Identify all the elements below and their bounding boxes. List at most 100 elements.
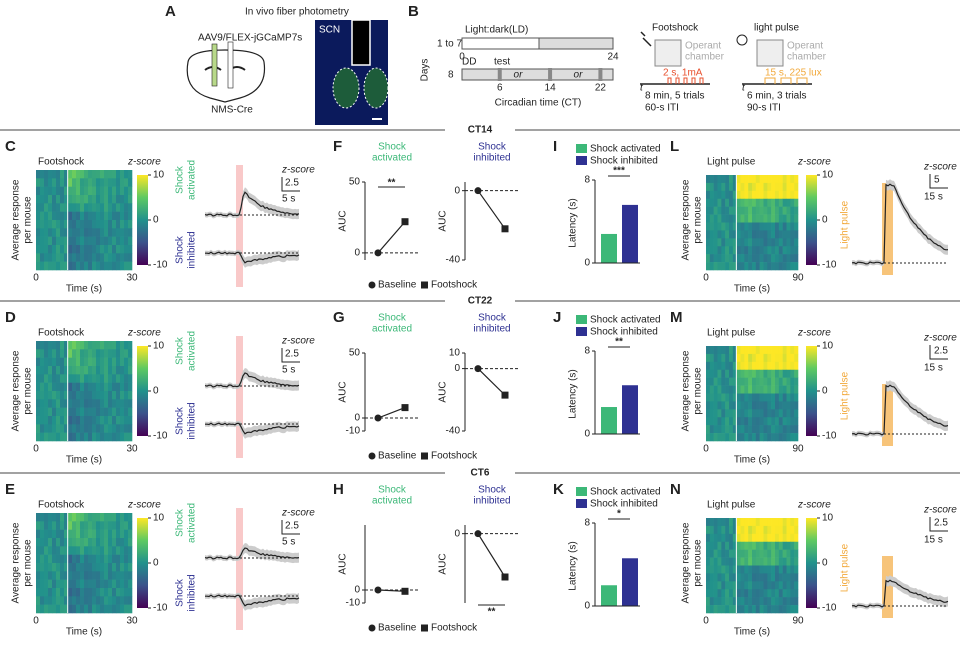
heatmap-cell	[100, 399, 105, 408]
heatmap-cell	[725, 541, 730, 550]
heatmap-cell	[713, 262, 718, 271]
heatmap-cell	[775, 409, 780, 418]
heatmap-cell	[782, 238, 787, 247]
y-tick-label: 0	[454, 528, 460, 539]
colorbar-label: z-score	[127, 157, 161, 168]
heatmap-title: Footshock	[38, 157, 85, 168]
heatmap-cell	[96, 538, 101, 547]
heatmap-cell	[729, 409, 734, 418]
heatmap-cell	[52, 521, 57, 530]
heatmap-cell	[778, 238, 783, 247]
heatmap-cell	[706, 214, 711, 223]
heatmap-cell	[40, 416, 45, 425]
heatmap-cell	[717, 361, 722, 371]
heatmap-cell	[755, 369, 760, 378]
heatmap-cell	[80, 349, 85, 358]
heatmap-cell	[721, 565, 726, 574]
heatmap-cell	[108, 604, 113, 614]
heatmap-cell	[44, 407, 49, 417]
heatmap-cell	[778, 190, 783, 200]
heatmap-title: Footshock	[38, 328, 85, 339]
heatmap-cell	[72, 228, 77, 237]
heatmap-cell	[744, 597, 749, 606]
heatmap-cell	[732, 549, 737, 558]
heatmap-cell	[128, 253, 133, 262]
column-header: activated	[372, 496, 412, 507]
heatmap-cell	[732, 346, 737, 355]
heatmap-cell	[786, 206, 791, 215]
scale-label: 5 s	[282, 194, 295, 205]
heatmap-cell	[72, 349, 77, 358]
heatmap-cell	[767, 222, 772, 231]
heatmap-cell	[759, 565, 764, 574]
heatmap-cell	[112, 341, 117, 350]
heatmap-cell	[128, 538, 133, 547]
heatmap-cell	[725, 417, 730, 426]
heatmap-cell	[775, 393, 780, 402]
heatmap-cell	[36, 538, 41, 547]
heatmap-cell	[763, 393, 768, 402]
heatmap-cell	[740, 353, 745, 363]
heatmap-cell	[88, 588, 93, 597]
iti-label: 90-s ITI	[747, 103, 781, 114]
footshock-point	[401, 218, 409, 226]
heatmap-cell	[116, 432, 121, 442]
heatmap-cell	[759, 549, 764, 558]
heatmap-cell	[52, 366, 57, 375]
heatmap-cell	[709, 409, 714, 418]
heatmap-cell	[775, 238, 780, 247]
scale-label: 2.5	[934, 346, 948, 357]
image-label: SCN	[319, 25, 340, 36]
heatmap-cell	[775, 573, 780, 582]
heatmap-cell	[124, 554, 129, 564]
heatmap-cell	[80, 357, 85, 367]
heatmap-cell	[752, 214, 757, 223]
trace-label: inhibited	[187, 574, 198, 611]
heatmap-cell	[120, 178, 125, 187]
heatmap-cell	[116, 261, 121, 271]
legend-swatch	[576, 156, 587, 165]
colorbar-tick-label: -10	[153, 260, 168, 271]
heatmap-cell	[721, 175, 726, 184]
heatmap-cell	[76, 261, 81, 271]
heatmap-cell	[108, 424, 113, 433]
heatmap-cell	[96, 374, 101, 383]
heatmap-cell	[84, 228, 89, 237]
heatmap-cell	[104, 579, 109, 589]
scn-right	[363, 67, 389, 109]
heatmap-cell	[748, 605, 753, 614]
heatmap-cell	[68, 382, 73, 392]
heatmap-cell	[736, 597, 741, 606]
bar	[601, 407, 617, 434]
heatmap-cell	[706, 190, 711, 200]
heatmap-cell	[717, 262, 722, 271]
heatmap-cell	[100, 366, 105, 375]
heatmap-cell	[717, 605, 722, 614]
heatmap-cell	[92, 407, 97, 417]
heatmap-cell	[717, 581, 722, 590]
heatmap-cell	[100, 261, 105, 271]
heatmap-cell	[88, 604, 93, 614]
heatmap-cell	[92, 579, 97, 589]
heatmap-cell	[108, 391, 113, 400]
heatmap-cell	[64, 366, 69, 375]
heatmap-cell	[775, 198, 780, 207]
heatmap-cell	[60, 195, 65, 204]
heatmap-cell	[752, 182, 757, 192]
heatmap-cell	[36, 407, 41, 417]
heatmap-cell	[124, 588, 129, 597]
heatmap-cell	[775, 533, 780, 543]
colorbar-tick-label: 10	[822, 341, 834, 352]
heatmap-cell	[100, 349, 105, 358]
heatmap-cell	[794, 417, 799, 426]
heatmap-cell	[771, 589, 776, 598]
heatmap-cell	[778, 393, 783, 402]
heatmap-cell	[752, 262, 757, 271]
heatmap-cell	[60, 170, 65, 179]
heatmap-cell	[84, 538, 89, 547]
heatmap-cell	[725, 198, 730, 207]
heatmap-cell	[729, 589, 734, 598]
heatmap-cell	[84, 195, 89, 204]
heatmap-cell	[709, 254, 714, 263]
